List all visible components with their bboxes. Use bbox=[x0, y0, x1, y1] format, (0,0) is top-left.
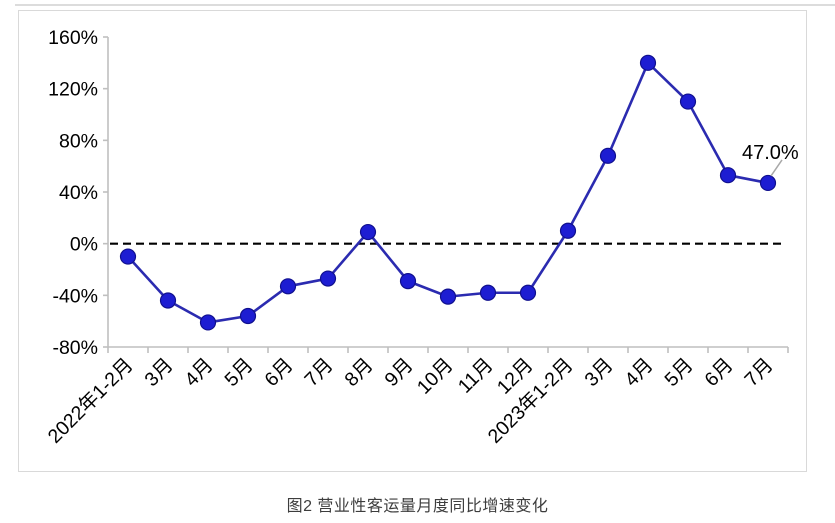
y-tick-label: -80% bbox=[52, 337, 98, 359]
data-point-marker bbox=[399, 273, 417, 290]
x-tick-label: 5月 bbox=[221, 354, 258, 391]
y-tick-label: 40% bbox=[59, 182, 98, 204]
data-point-marker bbox=[639, 54, 657, 71]
data-point-marker bbox=[159, 292, 177, 309]
data-point-marker bbox=[479, 284, 497, 301]
x-tick-label: 3月 bbox=[141, 354, 178, 391]
x-tick-label: 11月 bbox=[454, 354, 498, 398]
y-tick-label: 160% bbox=[48, 27, 98, 49]
x-tick-label: 3月 bbox=[581, 354, 618, 391]
data-point-marker bbox=[239, 307, 257, 325]
x-tick-label: 8月 bbox=[341, 354, 378, 391]
data-point-marker bbox=[119, 248, 137, 265]
x-tick-label: 9月 bbox=[381, 354, 418, 391]
x-tick-label: 10月 bbox=[413, 354, 458, 399]
line-chart: 160%120%80%40%0%-40%-80%2022年1-2月 3月 4月 5月 6… bbox=[44, 27, 789, 448]
x-tick-label: 7月 bbox=[301, 354, 338, 391]
x-tick-label: 4月 bbox=[621, 354, 658, 391]
data-point-marker bbox=[319, 270, 337, 287]
data-point-marker bbox=[279, 278, 297, 295]
data-point-marker bbox=[519, 284, 537, 301]
data-point-marker bbox=[759, 174, 777, 192]
data-point-marker bbox=[559, 222, 577, 239]
data-point-marker bbox=[599, 147, 617, 164]
top-divider bbox=[15, 4, 835, 6]
chart-frame: 160% 120% 80% 40% 0% -40% -80% 2022年1-2月 3月 4月 5月 6… bbox=[18, 10, 807, 472]
data-point-marker bbox=[199, 314, 217, 331]
data-point-marker bbox=[679, 93, 697, 110]
data-point-marker bbox=[359, 223, 377, 241]
data-point-label: 47.0% bbox=[742, 142, 799, 164]
y-tick-label: 80% bbox=[59, 130, 98, 152]
x-tick-label: 5月 bbox=[661, 354, 698, 391]
data-point-marker bbox=[719, 167, 737, 184]
x-tick-label: 2022年1-2月 bbox=[44, 354, 138, 448]
x-tick-label: 6月 bbox=[701, 354, 738, 391]
figure-caption: 图2 营业性客运量月度同比增速变化 bbox=[286, 498, 549, 515]
x-tick-label: 4月 bbox=[181, 354, 218, 391]
x-tick-label: 7月 bbox=[741, 354, 778, 391]
y-tick-label: 0% bbox=[70, 234, 98, 256]
data-point-marker bbox=[439, 288, 457, 305]
y-tick-label: -40% bbox=[52, 285, 98, 307]
x-tick-label: 6月 bbox=[261, 354, 298, 391]
y-tick-label: 120% bbox=[48, 79, 98, 101]
